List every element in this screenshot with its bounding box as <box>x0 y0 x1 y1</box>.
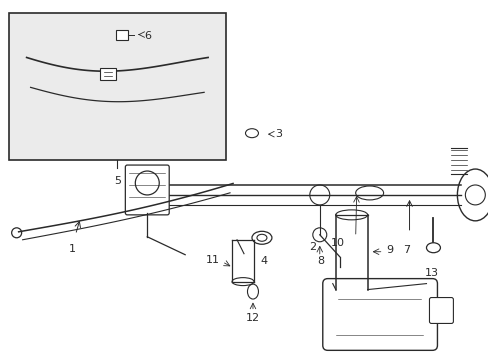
Text: 6: 6 <box>144 31 151 41</box>
Ellipse shape <box>426 243 440 253</box>
Text: 13: 13 <box>424 268 438 278</box>
Bar <box>9 13 225 160</box>
Text: 4: 4 <box>260 256 267 266</box>
FancyBboxPatch shape <box>125 165 169 215</box>
FancyBboxPatch shape <box>428 298 452 323</box>
Text: 8: 8 <box>317 256 324 266</box>
Text: 7: 7 <box>402 245 409 255</box>
Bar <box>100 68 116 80</box>
Text: 11: 11 <box>205 255 220 265</box>
Text: 9: 9 <box>386 245 393 255</box>
Text: 12: 12 <box>245 314 260 324</box>
Text: 2: 2 <box>308 242 315 252</box>
Text: 10: 10 <box>330 238 344 248</box>
Text: 1: 1 <box>69 244 76 254</box>
FancyBboxPatch shape <box>322 279 437 350</box>
Text: 5: 5 <box>114 176 121 186</box>
Text: 3: 3 <box>274 129 282 139</box>
Bar <box>116 30 128 40</box>
